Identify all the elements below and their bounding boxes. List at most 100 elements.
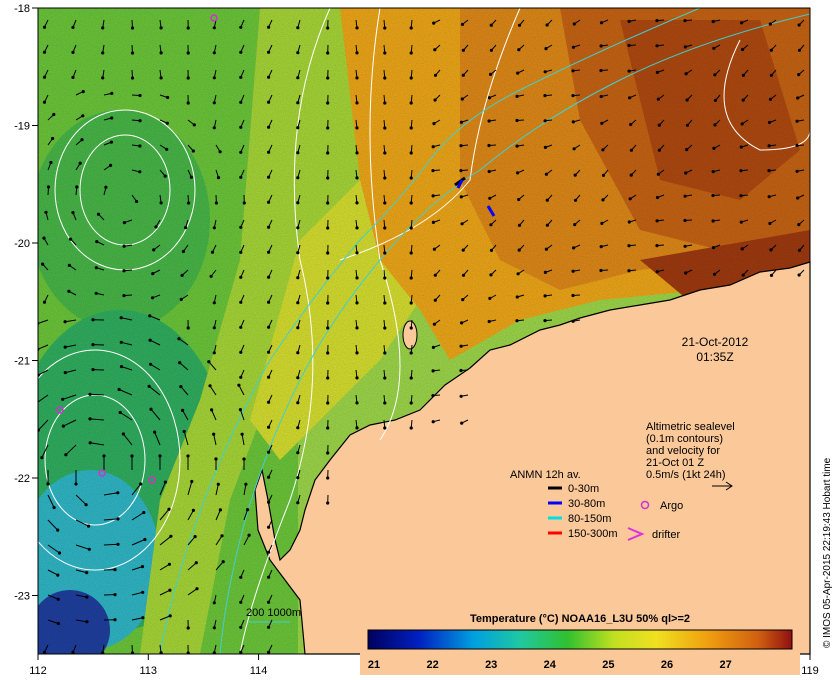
colorbar-tick-label: 21 bbox=[368, 659, 380, 671]
velocity-vector-head bbox=[461, 248, 465, 252]
velocity-vector-head bbox=[544, 47, 548, 51]
velocity-vector-head bbox=[87, 524, 91, 528]
anmn-legend-label: 80-150m bbox=[568, 513, 611, 525]
velocity-vector-head bbox=[460, 22, 465, 26]
velocity-vector-head bbox=[212, 432, 216, 436]
velocity-vector-head bbox=[409, 301, 413, 305]
velocity-vector-head bbox=[797, 223, 801, 227]
velocity-vector-head bbox=[713, 73, 717, 77]
velocity-vector-head bbox=[239, 50, 243, 54]
velocity-vector-head bbox=[141, 616, 145, 620]
svg-text:ANMN 12h av.: ANMN 12h av. bbox=[510, 469, 581, 481]
velocity-vector bbox=[47, 594, 59, 600]
velocity-vector bbox=[75, 519, 89, 527]
velocity-vector-head bbox=[101, 51, 105, 55]
velocity-vector-head bbox=[296, 376, 300, 380]
velocity-vector-head bbox=[571, 293, 575, 298]
velocity-vector-head bbox=[571, 69, 575, 73]
velocity-vector-head bbox=[326, 76, 330, 80]
velocity-vector-head bbox=[383, 76, 387, 80]
velocity-vector-head bbox=[797, 273, 801, 277]
velocity-vector bbox=[187, 588, 198, 596]
velocity-vector-head bbox=[409, 51, 413, 55]
velocity-vector-head bbox=[212, 226, 216, 230]
anmn-moorings bbox=[454, 176, 496, 217]
velocity-vector-head bbox=[515, 295, 519, 299]
velocity-vector-head bbox=[545, 23, 549, 27]
velocity-vector bbox=[187, 481, 193, 496]
velocity-vector-head bbox=[383, 276, 387, 280]
velocity-vector-head bbox=[795, 119, 799, 123]
velocity-vector-head bbox=[768, 97, 773, 101]
velocity-vector-head bbox=[116, 542, 120, 546]
velocity-vector-head bbox=[240, 432, 244, 436]
velocity-vector-head bbox=[712, 146, 716, 150]
velocity-vector-head bbox=[517, 48, 521, 52]
velocity-vector bbox=[62, 394, 77, 400]
velocity-vector bbox=[75, 569, 87, 574]
velocity-vector-head bbox=[75, 185, 79, 189]
velocity-vector-head bbox=[91, 318, 95, 322]
velocity-vector-head bbox=[326, 326, 330, 330]
velocity-vector-head bbox=[296, 151, 300, 155]
velocity-vector bbox=[154, 431, 161, 446]
lon-tick-label: 113 bbox=[140, 665, 158, 677]
velocity-vector-head bbox=[267, 125, 271, 129]
velocity-vector-head bbox=[460, 321, 464, 325]
velocity-vector-head bbox=[138, 170, 142, 174]
velocity-vector-head bbox=[179, 297, 183, 301]
velocity-vector-head bbox=[383, 351, 387, 355]
velocity-vector bbox=[187, 510, 194, 521]
velocity-vector-head bbox=[433, 48, 437, 52]
velocity-vector-head bbox=[459, 195, 463, 199]
velocity-vector bbox=[241, 434, 245, 446]
velocity-vector bbox=[103, 543, 119, 546]
velocity-vector-head bbox=[239, 575, 243, 579]
velocity-vector bbox=[243, 534, 250, 546]
velocity-vector-head bbox=[247, 533, 251, 537]
colorbar-tick-label: 24 bbox=[544, 659, 557, 671]
velocity-vector-head bbox=[355, 126, 359, 130]
velocity-vector-head bbox=[214, 201, 218, 205]
velocity-vector-head bbox=[769, 273, 774, 277]
velocity-vector-head bbox=[296, 326, 300, 330]
velocity-vector-head bbox=[187, 201, 191, 205]
velocity-vector-head bbox=[212, 626, 216, 630]
velocity-vector-head bbox=[85, 571, 89, 575]
velocity-vector-head bbox=[711, 19, 715, 24]
velocity-vector-head bbox=[684, 171, 688, 175]
velocity-vector-head bbox=[267, 25, 271, 29]
velocity-vector-head bbox=[488, 296, 492, 300]
velocity-vector-head bbox=[78, 161, 82, 165]
drifter-legend-icon bbox=[627, 527, 645, 541]
velocity-vector-head bbox=[461, 73, 465, 77]
velocity-vector-head bbox=[239, 275, 243, 279]
velocity-vector-head bbox=[246, 508, 250, 512]
velocity-vector-head bbox=[684, 72, 688, 76]
velocity-vector bbox=[131, 591, 143, 596]
velocity-vector bbox=[121, 341, 133, 346]
velocity-vector-head bbox=[769, 248, 773, 252]
velocity-vector-head bbox=[181, 249, 185, 254]
lat-tick-label: -20 bbox=[14, 238, 30, 250]
velocity-vector bbox=[47, 544, 60, 554]
velocity-vector-head bbox=[655, 19, 659, 23]
velocity-vector-head bbox=[140, 565, 145, 569]
velocity-vector-head bbox=[326, 351, 330, 355]
velocity-vector-head bbox=[599, 94, 603, 99]
velocity-vector-head bbox=[122, 221, 126, 225]
velocity-vector-head bbox=[296, 51, 300, 55]
velocity-vector-head bbox=[267, 175, 271, 179]
velocity-vector-head bbox=[63, 371, 67, 375]
velocity-vector-head bbox=[544, 172, 549, 176]
velocity-vector-head bbox=[56, 597, 60, 601]
velocity-vector bbox=[75, 544, 90, 550]
velocity-vector-head bbox=[517, 248, 521, 252]
velocity-vector-head bbox=[150, 296, 155, 300]
velocity-vector bbox=[215, 535, 223, 546]
velocity-vector-head bbox=[383, 176, 387, 180]
velocity-vector-head bbox=[629, 122, 633, 127]
velocity-vector-head bbox=[796, 196, 800, 200]
velocity-vector-head bbox=[685, 123, 690, 127]
velocity-vector bbox=[90, 442, 105, 446]
